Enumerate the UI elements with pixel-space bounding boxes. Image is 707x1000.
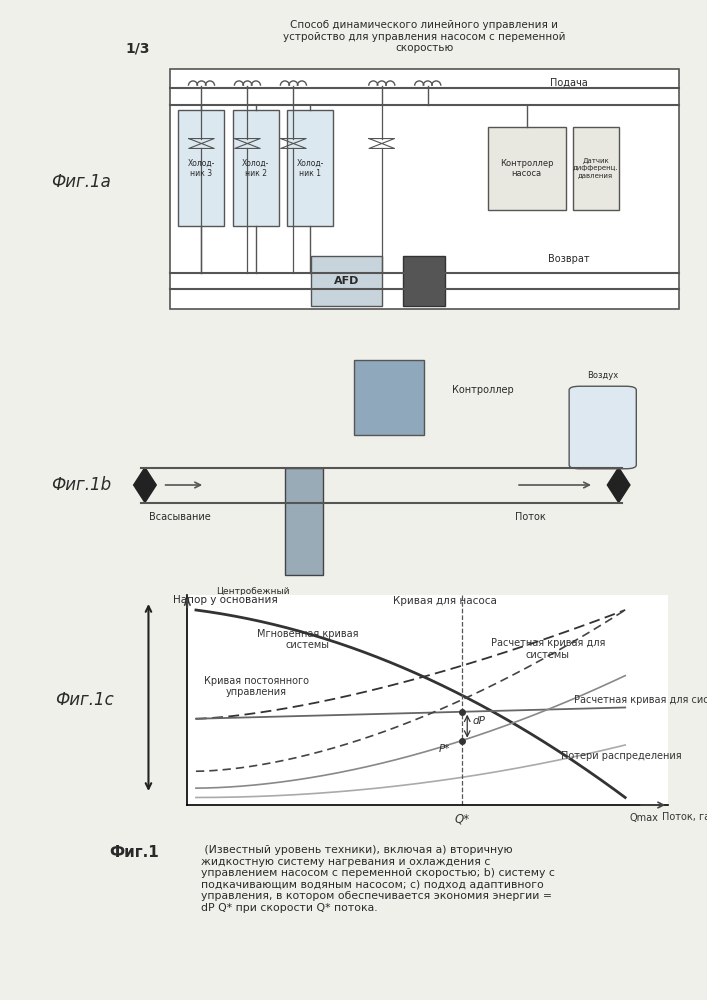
Text: Расчетная кривая для системы: Расчетная кривая для системы bbox=[573, 695, 707, 705]
Text: Напор у основания: Напор у основания bbox=[173, 595, 278, 605]
Text: Фиг.1: Фиг.1 bbox=[110, 845, 159, 860]
Text: Мгновенная кривая
системы: Мгновенная кривая системы bbox=[257, 629, 358, 650]
Text: Холод-
ник 3: Холод- ник 3 bbox=[187, 159, 215, 178]
Text: Всасывание: Всасывание bbox=[149, 513, 211, 522]
Bar bbox=[284, 468, 324, 575]
Bar bbox=[403, 256, 445, 306]
Text: Фиг.1c: Фиг.1c bbox=[55, 691, 115, 709]
Text: Кривая для насоса: Кривая для насоса bbox=[393, 596, 497, 606]
Text: Датчик
дифференц.
давления: Датчик дифференц. давления bbox=[573, 158, 619, 178]
Text: Холод-
ник 2: Холод- ник 2 bbox=[242, 159, 269, 178]
Polygon shape bbox=[134, 468, 156, 503]
Text: P*: P* bbox=[438, 744, 450, 754]
Text: Кривая постоянного
управления: Кривая постоянного управления bbox=[204, 676, 308, 697]
Bar bbox=[233, 110, 279, 226]
Text: Возврат: Возврат bbox=[549, 254, 590, 264]
Text: Контроллер
насоса: Контроллер насоса bbox=[500, 159, 554, 178]
Bar bbox=[354, 360, 424, 435]
Bar bbox=[287, 110, 333, 226]
Text: (Известный уровень техники), включая а) вторичную
жидкостную систему нагревания : (Известный уровень техники), включая а) … bbox=[201, 845, 556, 913]
FancyBboxPatch shape bbox=[569, 386, 636, 469]
Text: Q*: Q* bbox=[455, 812, 469, 826]
Text: Qmax: Qmax bbox=[629, 812, 658, 822]
Bar bbox=[573, 127, 619, 210]
Text: Центробежный
насос: Центробежный насос bbox=[216, 587, 290, 607]
Text: Способ динамического линейного управления и
устройство для управления насосом с : Способ динамического линейного управлени… bbox=[283, 20, 566, 53]
Bar bbox=[170, 69, 679, 308]
Bar bbox=[178, 110, 224, 226]
Text: dP: dP bbox=[473, 716, 486, 726]
Text: 1/3: 1/3 bbox=[126, 42, 150, 56]
Text: Поток, галлоны в минуту: Поток, галлоны в минуту bbox=[662, 812, 707, 822]
Text: Потери распределения: Потери распределения bbox=[561, 751, 682, 761]
Text: Фиг.1b: Фиг.1b bbox=[51, 476, 112, 494]
Text: Расчетная кривая для
системы: Расчетная кривая для системы bbox=[491, 638, 605, 660]
Text: Холод-
ник 1: Холод- ник 1 bbox=[296, 159, 324, 178]
Text: Воздух: Воздух bbox=[587, 371, 619, 380]
Text: AFD: AFD bbox=[334, 276, 359, 286]
Text: Контроллер: Контроллер bbox=[452, 385, 514, 395]
Bar bbox=[311, 256, 382, 306]
Text: Фиг.1а: Фиг.1а bbox=[52, 173, 111, 191]
Bar bbox=[488, 127, 566, 210]
Text: Подача: Подача bbox=[550, 77, 588, 87]
Text: Поток: Поток bbox=[515, 513, 546, 522]
Polygon shape bbox=[607, 468, 630, 503]
